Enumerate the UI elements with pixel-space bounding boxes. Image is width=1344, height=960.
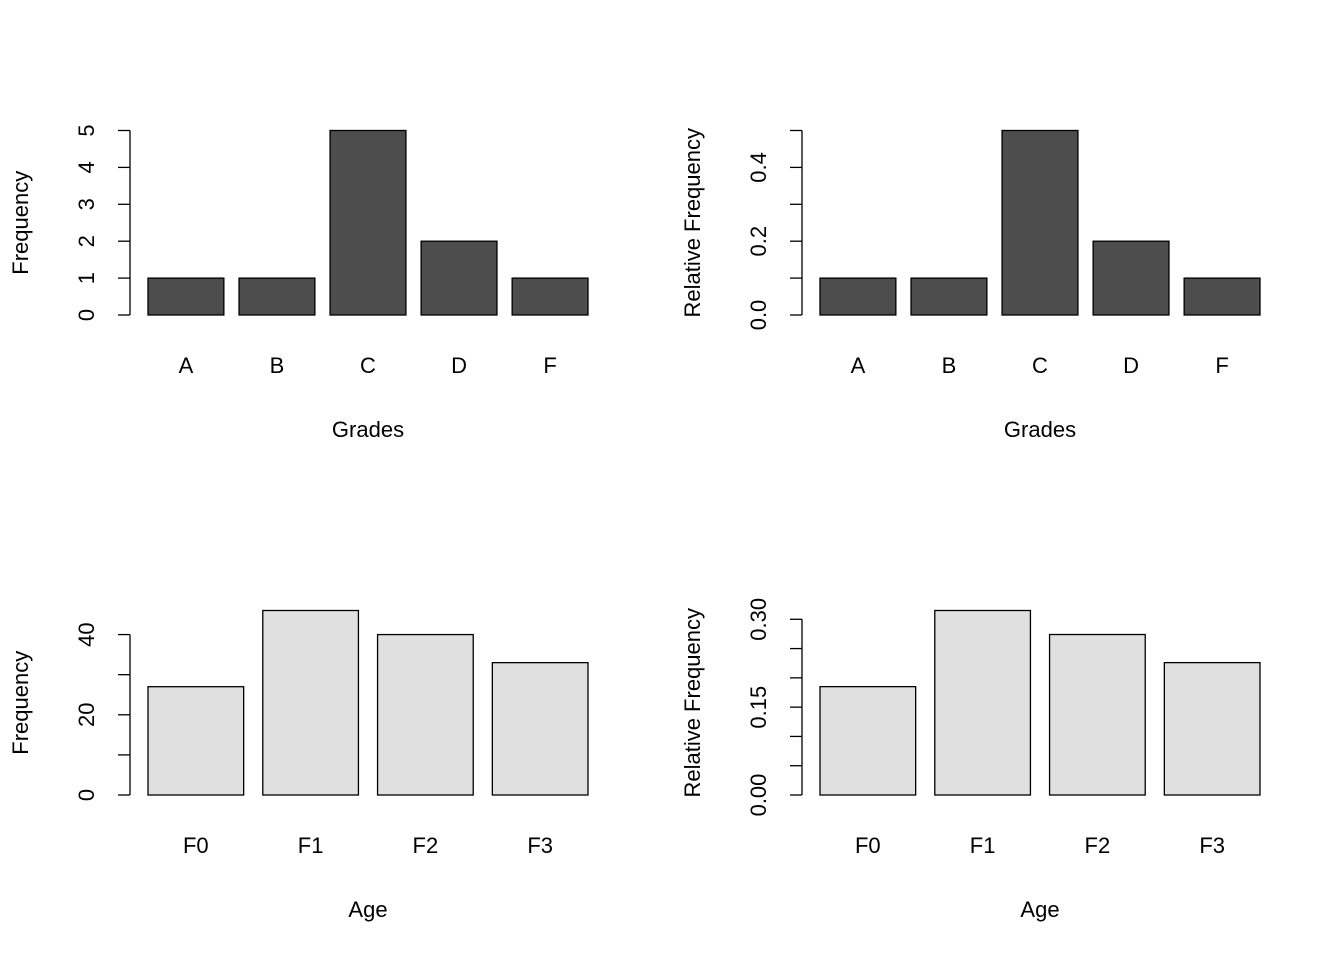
y-tick-label: 5 xyxy=(74,124,99,136)
y-tick-label: 0.4 xyxy=(746,152,771,183)
x-tick-label: C xyxy=(1032,353,1048,378)
y-tick-label: 0.2 xyxy=(746,226,771,257)
x-tick-label: F2 xyxy=(413,833,439,858)
bar xyxy=(491,661,589,796)
y-tick-label: 0.30 xyxy=(746,598,771,641)
x-tick-label: F1 xyxy=(298,833,324,858)
bar xyxy=(238,277,316,316)
y-axis-label: Relative Frequency xyxy=(680,128,705,318)
x-tick-label: F0 xyxy=(183,833,209,858)
x-tick-label: D xyxy=(451,353,467,378)
bar xyxy=(262,609,360,796)
y-axis-label: Frequency xyxy=(8,651,33,755)
x-tick-label: D xyxy=(1123,353,1139,378)
y-tick-label: 20 xyxy=(74,703,99,727)
bar xyxy=(1048,633,1146,796)
bar xyxy=(819,685,917,796)
y-tick-label: 0.0 xyxy=(746,300,771,331)
y-tick-label: 1 xyxy=(74,272,99,284)
y-tick-label: 0.15 xyxy=(746,686,771,729)
y-tick-label: 2 xyxy=(74,235,99,247)
y-tick-label: 4 xyxy=(74,161,99,173)
bar xyxy=(147,686,245,796)
x-tick-label: F xyxy=(543,353,556,378)
x-tick-label: F3 xyxy=(1199,833,1225,858)
x-tick-label: B xyxy=(942,353,957,378)
x-tick-label: A xyxy=(179,353,194,378)
bar xyxy=(376,633,474,796)
x-tick-label: B xyxy=(270,353,285,378)
x-axis-label: Age xyxy=(1020,897,1059,922)
x-tick-label: F0 xyxy=(855,833,881,858)
x-tick-label: C xyxy=(360,353,376,378)
x-tick-label: F2 xyxy=(1085,833,1111,858)
bar xyxy=(1092,240,1170,316)
x-axis-label: Grades xyxy=(332,417,404,442)
x-tick-label: F3 xyxy=(527,833,553,858)
bar xyxy=(511,277,589,316)
bar xyxy=(1163,661,1261,796)
bar xyxy=(420,240,498,316)
bar xyxy=(147,277,225,316)
x-axis-label: Grades xyxy=(1004,417,1076,442)
x-tick-label: A xyxy=(851,353,866,378)
x-tick-label: F xyxy=(1215,353,1228,378)
bar xyxy=(329,129,407,316)
bar xyxy=(1001,129,1079,316)
y-tick-label: 3 xyxy=(74,198,99,210)
y-axis-label: Frequency xyxy=(8,171,33,275)
y-tick-label: 0.00 xyxy=(746,774,771,817)
x-axis-label: Age xyxy=(348,897,387,922)
y-tick-label: 40 xyxy=(74,622,99,646)
x-tick-label: F1 xyxy=(970,833,996,858)
bar xyxy=(910,277,988,316)
y-axis-label: Relative Frequency xyxy=(680,608,705,798)
bar xyxy=(819,277,897,316)
bar xyxy=(1183,277,1261,316)
y-tick-label: 0 xyxy=(74,789,99,801)
bar xyxy=(934,609,1032,796)
y-tick-label: 0 xyxy=(74,309,99,321)
